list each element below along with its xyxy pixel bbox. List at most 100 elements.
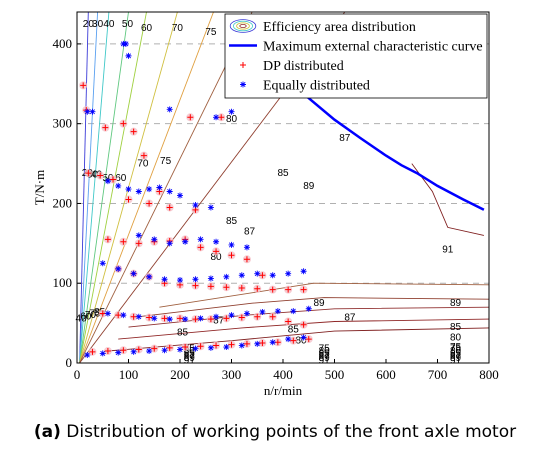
contour-ray bbox=[79, 12, 147, 363]
legend-label: Efficiency area distribution bbox=[263, 20, 416, 35]
equal-point bbox=[192, 202, 199, 209]
contour-label: 91 bbox=[184, 356, 196, 367]
contour-band bbox=[138, 297, 489, 318]
contour-label: 30 bbox=[87, 170, 99, 181]
equal-point bbox=[197, 315, 204, 322]
dp-point bbox=[212, 247, 221, 256]
contour-label: 75 bbox=[319, 344, 331, 355]
dp-point bbox=[88, 347, 97, 356]
dp-point bbox=[165, 343, 174, 352]
x-tick-label: 400 bbox=[273, 367, 293, 382]
legend-box bbox=[224, 13, 488, 99]
x-tick-label: 800 bbox=[479, 367, 499, 382]
contour-label: 85 bbox=[288, 324, 300, 335]
dp-point bbox=[119, 237, 128, 246]
equal-point bbox=[135, 188, 142, 195]
equal-point bbox=[197, 236, 204, 243]
legend-label: Equally distributed bbox=[263, 79, 370, 94]
dp-point bbox=[242, 255, 251, 264]
equal-point bbox=[305, 305, 312, 312]
contour-label: 89 bbox=[184, 353, 196, 364]
equal-point bbox=[228, 312, 235, 319]
dp-point bbox=[304, 335, 313, 344]
contour-label: 85 bbox=[177, 328, 189, 339]
dp-point bbox=[196, 342, 205, 351]
dp-point bbox=[242, 339, 251, 348]
contour-label: 85 bbox=[450, 348, 462, 359]
contour-label: 50 bbox=[122, 19, 134, 30]
equal-point bbox=[99, 260, 106, 267]
dp-point bbox=[237, 284, 246, 293]
contour-ray bbox=[79, 12, 253, 363]
equal-point bbox=[84, 352, 91, 359]
equal-point bbox=[166, 240, 173, 247]
dp-point bbox=[299, 320, 308, 329]
equal-point bbox=[269, 272, 276, 279]
equal-point bbox=[182, 238, 189, 245]
contour-label: 89 bbox=[450, 298, 462, 309]
equal-point bbox=[290, 308, 297, 315]
legend-plus-icon bbox=[240, 62, 246, 68]
equal-point bbox=[192, 276, 199, 283]
dp-point bbox=[289, 336, 298, 345]
dp-point bbox=[101, 123, 110, 132]
contour-label: 87 bbox=[244, 226, 256, 237]
dp-point bbox=[98, 309, 107, 318]
dp-point bbox=[217, 113, 226, 122]
equal-point bbox=[161, 347, 168, 354]
dp-point bbox=[186, 113, 195, 122]
equal-point bbox=[166, 188, 173, 195]
y-tick-label: 300 bbox=[53, 116, 73, 131]
dp-point bbox=[119, 119, 128, 128]
dp-point bbox=[165, 203, 174, 212]
legend-star-icon bbox=[240, 81, 246, 88]
equal-point bbox=[207, 275, 214, 282]
contour-label: 20 bbox=[83, 19, 95, 30]
x-tick-label: 200 bbox=[170, 367, 190, 382]
contour-label: 75 bbox=[450, 342, 462, 353]
equal-point bbox=[104, 178, 111, 185]
dp-point bbox=[253, 312, 262, 321]
contour-label: 70 bbox=[137, 159, 149, 170]
equal-point bbox=[135, 232, 142, 239]
x-tick-label: 100 bbox=[119, 367, 139, 382]
equal-point bbox=[120, 312, 127, 319]
contour-label: 30 bbox=[92, 19, 104, 30]
contour-label: 80 bbox=[210, 252, 222, 263]
x-tick-label: 600 bbox=[376, 367, 396, 382]
dp-point bbox=[103, 347, 112, 356]
dp-point bbox=[129, 127, 138, 136]
equal-point bbox=[125, 186, 132, 193]
contour-ray bbox=[79, 12, 110, 363]
equal-point bbox=[243, 244, 250, 251]
contour-label: 91 bbox=[319, 356, 331, 367]
contour-band bbox=[128, 306, 489, 328]
dp-point bbox=[191, 281, 200, 290]
dp-point bbox=[139, 151, 148, 160]
x-tick-label: 300 bbox=[222, 367, 242, 382]
y-axis-label: T/N·m bbox=[32, 170, 47, 205]
equal-point bbox=[166, 316, 173, 323]
dp-point bbox=[258, 271, 267, 280]
contour-label: 85 bbox=[319, 348, 331, 359]
dp-point bbox=[134, 239, 143, 248]
equal-point bbox=[259, 308, 266, 315]
equal-point bbox=[269, 339, 276, 346]
legend-ellipse-icon bbox=[239, 23, 247, 28]
contour-label: 80 bbox=[450, 346, 462, 357]
x-tick-label: 700 bbox=[428, 367, 448, 382]
legend-ellipse-icon bbox=[236, 22, 250, 30]
contour-label: 89 bbox=[319, 353, 331, 364]
dp-point bbox=[299, 285, 308, 294]
contour-label: 40 bbox=[103, 19, 115, 30]
dp-point bbox=[109, 175, 118, 184]
equal-point bbox=[254, 340, 261, 347]
caption-tag: (a) bbox=[33, 422, 61, 442]
dp-point bbox=[114, 311, 123, 320]
contour-label: 85 bbox=[226, 216, 238, 227]
contour-label: 87 bbox=[344, 313, 356, 324]
contour-label: 80 bbox=[226, 114, 238, 125]
dp-point bbox=[268, 285, 277, 294]
dp-point bbox=[145, 313, 154, 322]
equal-point bbox=[285, 270, 292, 277]
